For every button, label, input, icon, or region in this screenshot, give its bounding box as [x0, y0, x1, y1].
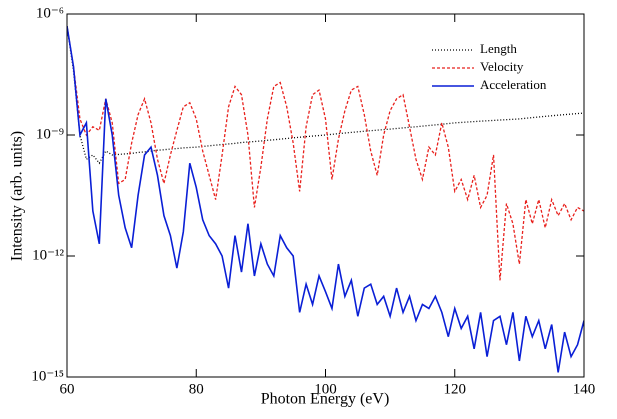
x-axis-label: Photon Energy (eV)	[261, 391, 390, 408]
legend-label: Length	[480, 41, 517, 56]
y-tick-label: 10⁻¹²	[32, 247, 64, 263]
legend-label: Acceleration	[480, 77, 547, 92]
x-tick-label: 120	[444, 381, 467, 397]
x-tick-label: 140	[573, 381, 596, 397]
y-tick-label: 10⁻⁹	[36, 126, 64, 142]
y-tick-label: 10⁻⁶	[36, 5, 64, 21]
y-tick-label: 10⁻¹⁵	[31, 368, 64, 384]
plot-frame	[66, 13, 585, 378]
x-tick-label: 80	[189, 381, 204, 397]
y-axis-label: Intensity (arb. units)	[9, 131, 26, 261]
legend-label: Velocity	[480, 59, 524, 74]
series-line	[67, 26, 584, 165]
x-tick-label: 60	[60, 381, 75, 397]
x-tick-label: 100	[314, 381, 337, 397]
series-line	[67, 26, 584, 373]
series-line	[67, 26, 584, 281]
